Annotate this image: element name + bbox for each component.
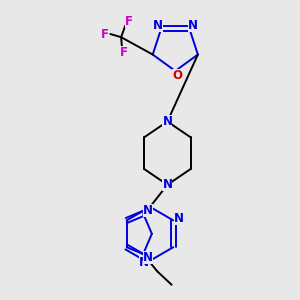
Text: F: F [101,28,109,40]
Text: N: N [153,19,163,32]
Text: N: N [143,251,153,264]
Text: N: N [143,204,153,217]
Text: O: O [172,69,182,82]
Text: F: F [125,16,133,28]
Text: N: N [188,19,198,32]
Text: F: F [120,46,128,59]
Text: N: N [139,256,149,269]
Text: N: N [162,115,172,128]
Text: N: N [174,212,184,225]
Text: N: N [162,178,172,191]
